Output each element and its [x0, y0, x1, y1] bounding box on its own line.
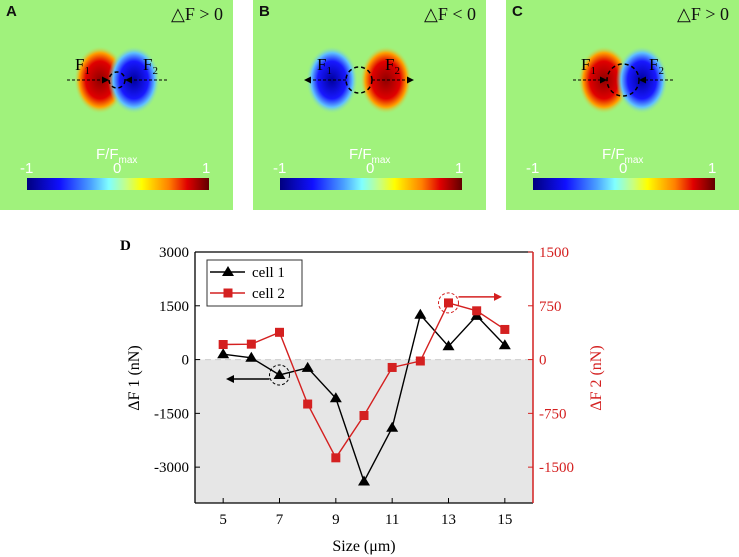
highlight-circle: [438, 292, 459, 314]
f2-label: F2: [143, 55, 158, 77]
data-point-square: [218, 340, 228, 350]
x-tick-label: 7: [276, 512, 284, 528]
force-heatmap: F1 F2: [304, 46, 414, 114]
colorbar-title: F/Fmax: [602, 146, 644, 166]
y-right-tick-label: 750: [539, 299, 562, 315]
data-point-square: [472, 306, 482, 316]
colorbar-tick: -1: [273, 160, 287, 177]
legend: [206, 259, 303, 307]
data-point-triangle: [301, 361, 314, 372]
panel-c: F1 F2 C △F > 0 F/Fmax -1 0 1: [506, 0, 739, 210]
data-point-triangle: [245, 351, 258, 362]
colorbar-tick: 1: [202, 160, 211, 177]
colorbar-tick: 0: [366, 160, 375, 177]
colorbar-tick: 0: [619, 160, 628, 177]
force-heatmap: F1 F2: [67, 46, 167, 114]
condition-label: △F > 0: [170, 4, 223, 24]
data-point-triangle: [222, 266, 234, 276]
colorbar: [280, 178, 462, 190]
data-point-triangle: [358, 475, 370, 486]
f1-label: F1: [581, 55, 596, 77]
y-left-tick-label: 0: [182, 353, 190, 369]
data-point-square: [246, 339, 256, 349]
colorbar-tick: 1: [708, 160, 717, 177]
y-right-tick-label: -750: [539, 406, 567, 422]
panel-label: D: [120, 238, 131, 254]
data-point-square: [223, 288, 233, 298]
panel-label: B: [259, 3, 270, 20]
y-left-tick-label: -3000: [154, 460, 189, 476]
panel-label: C: [512, 3, 523, 20]
data-point-square: [387, 362, 397, 372]
arrow-right-head: [494, 292, 502, 301]
x-tick-label: 5: [219, 512, 227, 528]
data-point-triangle: [386, 421, 399, 432]
y-left-tick-label: -1500: [154, 406, 189, 422]
data-point-triangle: [498, 339, 511, 350]
colorbar: [533, 178, 715, 190]
y-left-tick-label: 1500: [159, 299, 189, 315]
panel-a: F1 F2 A △F > 0 F/Fmax -1 0 1: [0, 0, 233, 210]
data-point-square: [275, 327, 284, 337]
colorbar-tick: -1: [526, 160, 540, 177]
y-right-tick-label: 1500: [539, 245, 569, 261]
colorbar-tick: -1: [20, 160, 34, 177]
colorbar-title: F/Fmax: [96, 146, 138, 166]
x-tick-label: 11: [385, 512, 399, 528]
colorbar-tick: 1: [455, 160, 464, 177]
f2-label: F2: [649, 55, 664, 77]
x-tick-label: 15: [497, 512, 512, 528]
f2-label: F2: [385, 55, 400, 77]
colorbar-title: F/Fmax: [349, 146, 391, 166]
colorbar-tick: 0: [113, 160, 122, 177]
x-axis-label: Size (μm): [332, 538, 395, 555]
condition-label: △F > 0: [676, 4, 729, 24]
arrow-left-head: [226, 374, 234, 383]
data-point-triangle: [217, 348, 230, 359]
data-point-square: [444, 298, 453, 308]
force-blob-right: [360, 46, 412, 114]
x-tick-label: 13: [441, 512, 456, 528]
y-left-axis-label: ΔF 1 (nN): [126, 345, 143, 410]
condition-label: △F < 0: [423, 4, 476, 24]
legend-label: cell 2: [252, 286, 285, 302]
data-point-square: [415, 356, 425, 366]
panel-b: F1 F2 B △F < 0 F/Fmax -1 0 1: [253, 0, 486, 210]
f1-label: F1: [317, 55, 332, 77]
f1-label: F1: [75, 55, 90, 77]
y-right-tick-label: -1500: [539, 460, 574, 476]
data-point-square: [500, 324, 510, 334]
legend-label: cell 1: [252, 265, 285, 281]
force-heatmap: F1 F2: [573, 46, 673, 114]
highlight-circle: [269, 364, 290, 386]
y-right-tick-label: 0: [539, 353, 547, 369]
y-left-tick-label: 3000: [159, 245, 189, 261]
x-tick-label: 9: [332, 512, 340, 528]
data-point-square: [303, 399, 313, 409]
data-point-triangle: [442, 340, 455, 351]
data-point-triangle: [414, 308, 427, 319]
data-point-triangle: [273, 368, 286, 379]
data-point-square: [331, 453, 341, 463]
data-point-square: [359, 411, 369, 421]
panel-label: A: [6, 3, 17, 20]
data-point-triangle: [329, 392, 342, 403]
y-right-axis-label: ΔF 2 (nN): [588, 345, 605, 410]
colorbar: [27, 178, 209, 190]
force-blob-left: [306, 46, 358, 114]
